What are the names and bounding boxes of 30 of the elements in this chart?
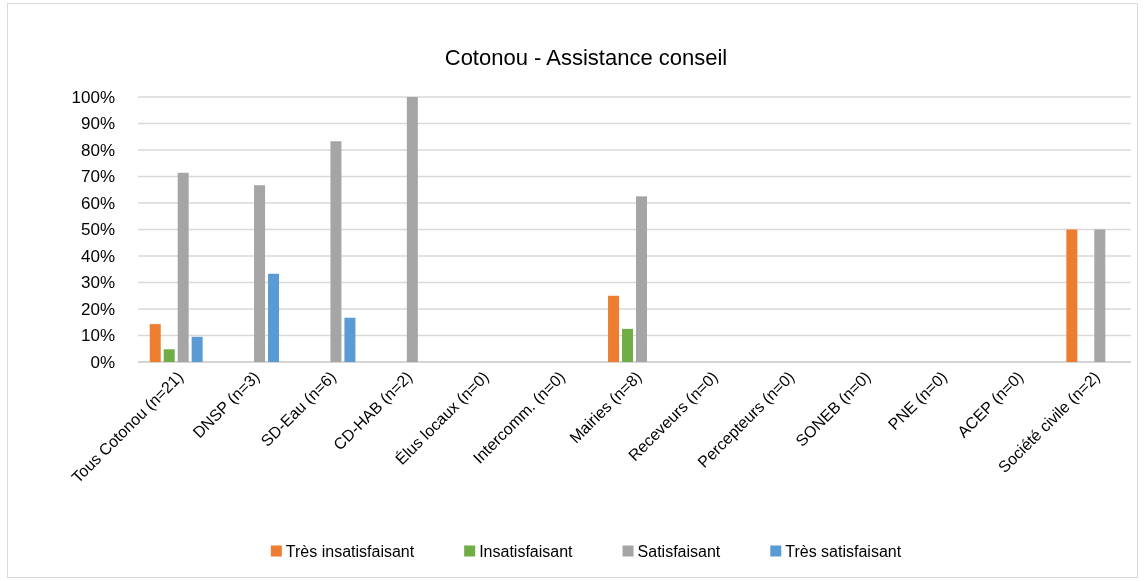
y-tick-label: 20% (80, 299, 115, 319)
legend-label: Très satisfaisant (785, 542, 902, 560)
bar (177, 172, 189, 362)
legend-label: Très insatisfaisant (285, 542, 415, 560)
bar (406, 97, 418, 362)
y-tick-label: 0% (90, 352, 115, 372)
bar (635, 196, 647, 362)
bar (1066, 229, 1078, 362)
y-tick-label: 90% (80, 114, 115, 134)
bar (608, 295, 620, 362)
y-tick-label: 40% (80, 246, 115, 266)
bar (1094, 229, 1106, 362)
bar (191, 336, 203, 362)
y-tick-label: 70% (80, 167, 115, 187)
legend-label: Satisfaisant (637, 542, 721, 560)
bar (344, 317, 356, 362)
bar (622, 328, 634, 362)
y-tick-label: 80% (80, 140, 115, 160)
y-tick-label: 100% (71, 87, 115, 107)
bar (330, 141, 342, 362)
bar (149, 324, 161, 362)
y-tick-label: 10% (80, 326, 115, 346)
bar (268, 273, 280, 362)
bar (254, 185, 266, 362)
chart-title: Cotonou - Assistance conseil (444, 44, 728, 70)
y-tick-label: 60% (80, 193, 115, 213)
legend-label: Insatisfaisant (479, 542, 574, 560)
y-tick-label: 50% (80, 220, 115, 240)
bar (163, 349, 175, 362)
y-tick-label: 30% (80, 273, 115, 293)
